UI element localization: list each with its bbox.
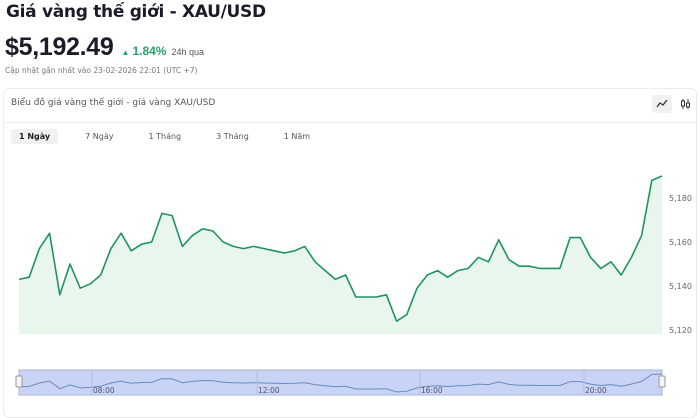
y-tick-label: 5,180: [669, 194, 692, 203]
navigator-x-tick: 16:00: [421, 386, 443, 395]
navigator-x-tick: 12:00: [258, 386, 280, 395]
price-chart[interactable]: 5,120 5,140 5,160 5,180 08:00 12:00 16:00 20:00: [0, 0, 700, 400]
navigator-handle-right[interactable]: [659, 376, 665, 387]
navigator-x-tick: 08:00: [93, 386, 115, 395]
y-tick-label: 5,160: [669, 238, 692, 247]
y-tick-label: 5,140: [669, 282, 692, 291]
y-tick-label: 5,120: [669, 326, 692, 335]
navigator-handle-left[interactable]: [16, 376, 22, 387]
area-fill: [19, 176, 662, 334]
navigator-x-tick: 20:00: [585, 386, 607, 395]
